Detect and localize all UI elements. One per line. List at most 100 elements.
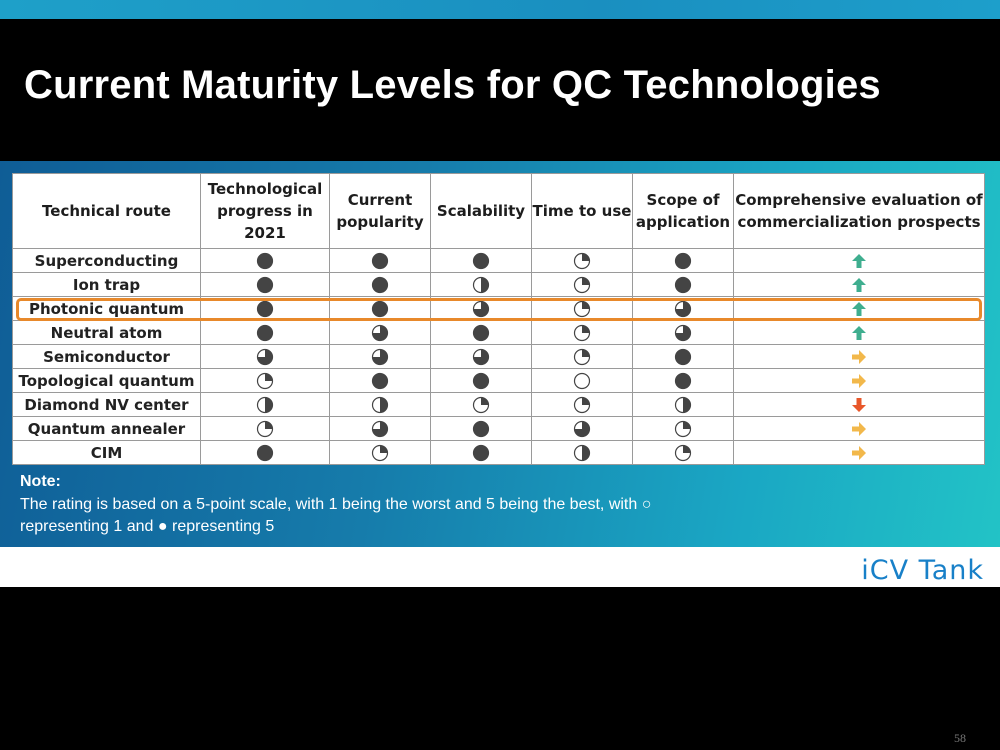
progress-rating-cell — [200, 416, 330, 441]
scalability-rating-cell — [430, 320, 532, 345]
progress-rating-cell — [200, 368, 330, 393]
route-name: Diamond NV center — [12, 392, 201, 417]
scalability-rating-cell — [430, 248, 532, 273]
time-to-use-rating-cell — [531, 392, 633, 417]
popularity-rating-cell — [329, 416, 431, 441]
harvey-ball-icon — [573, 396, 591, 414]
scalability-rating-cell — [430, 416, 532, 441]
harvey-ball-icon — [472, 420, 490, 438]
arrow-right-icon — [851, 373, 867, 389]
table-row-superconducting: Superconducting — [12, 248, 985, 273]
scope-rating-cell — [632, 440, 734, 465]
scope-rating-cell — [632, 296, 734, 321]
progress-rating-cell — [200, 344, 330, 369]
header-time-to-use: Time to use — [531, 173, 633, 249]
harvey-ball-icon — [573, 372, 591, 390]
harvey-ball-icon — [472, 252, 490, 270]
header-progress-2021: Technological progress in 2021 — [200, 173, 330, 249]
route-name: Neutral atom — [12, 320, 201, 345]
harvey-ball-icon — [256, 348, 274, 366]
harvey-ball-icon — [256, 324, 274, 342]
note-title: Note: — [20, 473, 61, 490]
time-to-use-rating-cell — [531, 248, 633, 273]
table-header-row: Technical route Technological progress i… — [12, 173, 985, 249]
progress-rating-cell — [200, 296, 330, 321]
popularity-rating-cell — [329, 368, 431, 393]
progress-rating-cell — [200, 440, 330, 465]
popularity-rating-cell — [329, 248, 431, 273]
arrow-right-icon — [851, 349, 867, 365]
popularity-rating-cell — [329, 320, 431, 345]
harvey-ball-icon — [472, 348, 490, 366]
header-scope: Scope of application — [632, 173, 734, 249]
header-technical-route: Technical route — [12, 173, 201, 249]
harvey-ball-icon — [371, 252, 389, 270]
arrow-up-icon — [851, 301, 867, 317]
harvey-ball-icon — [371, 324, 389, 342]
popularity-rating-cell — [329, 392, 431, 417]
progress-rating-cell — [200, 248, 330, 273]
harvey-ball-icon — [573, 420, 591, 438]
prospect-cell — [733, 248, 985, 273]
time-to-use-rating-cell — [531, 344, 633, 369]
scope-rating-cell — [632, 272, 734, 297]
harvey-ball-icon — [256, 300, 274, 318]
harvey-ball-icon — [472, 372, 490, 390]
prospect-cell — [733, 392, 985, 417]
time-to-use-rating-cell — [531, 416, 633, 441]
time-to-use-rating-cell — [531, 368, 633, 393]
harvey-ball-icon — [472, 324, 490, 342]
route-name: CIM — [12, 440, 201, 465]
harvey-ball-icon — [573, 276, 591, 294]
harvey-ball-icon — [573, 300, 591, 318]
harvey-ball-icon — [256, 420, 274, 438]
harvey-ball-icon — [256, 444, 274, 462]
content-panel: Technical route Technological progress i… — [0, 161, 1000, 587]
harvey-ball-icon — [573, 348, 591, 366]
top-accent-band — [0, 0, 1000, 19]
harvey-ball-icon — [674, 300, 692, 318]
slide-title: Current Maturity Levels for QC Technolog… — [24, 63, 881, 107]
table-body: Superconducting Ion trap Photonic quantum N… — [12, 248, 985, 465]
harvey-ball-icon — [472, 444, 490, 462]
harvey-ball-icon — [256, 276, 274, 294]
scope-rating-cell — [632, 344, 734, 369]
harvey-ball-icon — [573, 444, 591, 462]
arrow-up-icon — [851, 325, 867, 341]
scope-rating-cell — [632, 416, 734, 441]
harvey-ball-icon — [256, 396, 274, 414]
route-name: Photonic quantum — [12, 296, 201, 321]
maturity-table-container: Technical route Technological progress i… — [12, 173, 985, 465]
prospect-cell — [733, 368, 985, 393]
harvey-ball-icon — [256, 252, 274, 270]
prospect-cell — [733, 416, 985, 441]
harvey-ball-icon — [371, 276, 389, 294]
page-number: 58 — [954, 731, 966, 745]
route-name: Semiconductor — [12, 344, 201, 369]
arrow-up-icon — [851, 277, 867, 293]
table-row-neutral-atom: Neutral atom — [12, 320, 985, 345]
scope-rating-cell — [632, 368, 734, 393]
arrow-right-icon — [851, 445, 867, 461]
prospect-cell — [733, 272, 985, 297]
prospect-cell — [733, 296, 985, 321]
prospect-cell — [733, 344, 985, 369]
scalability-rating-cell — [430, 392, 532, 417]
harvey-ball-icon — [472, 396, 490, 414]
header-commercial-prospects: Comprehensive evaluation of commercializ… — [733, 173, 985, 249]
prospect-cell — [733, 320, 985, 345]
time-to-use-rating-cell — [531, 440, 633, 465]
maturity-table: Technical route Technological progress i… — [12, 173, 985, 465]
table-row-diamond-nv-center: Diamond NV center — [12, 392, 985, 417]
arrow-up-icon — [851, 253, 867, 269]
harvey-ball-icon — [472, 300, 490, 318]
route-name: Topological quantum — [12, 368, 201, 393]
note-text: The rating is based on a 5-point scale, … — [20, 496, 652, 535]
table-row-photonic-quantum: Photonic quantum — [12, 296, 985, 321]
header-popularity: Current popularity — [329, 173, 431, 249]
scalability-rating-cell — [430, 440, 532, 465]
harvey-ball-icon — [371, 420, 389, 438]
harvey-ball-icon — [674, 276, 692, 294]
scalability-rating-cell — [430, 296, 532, 321]
time-to-use-rating-cell — [531, 320, 633, 345]
